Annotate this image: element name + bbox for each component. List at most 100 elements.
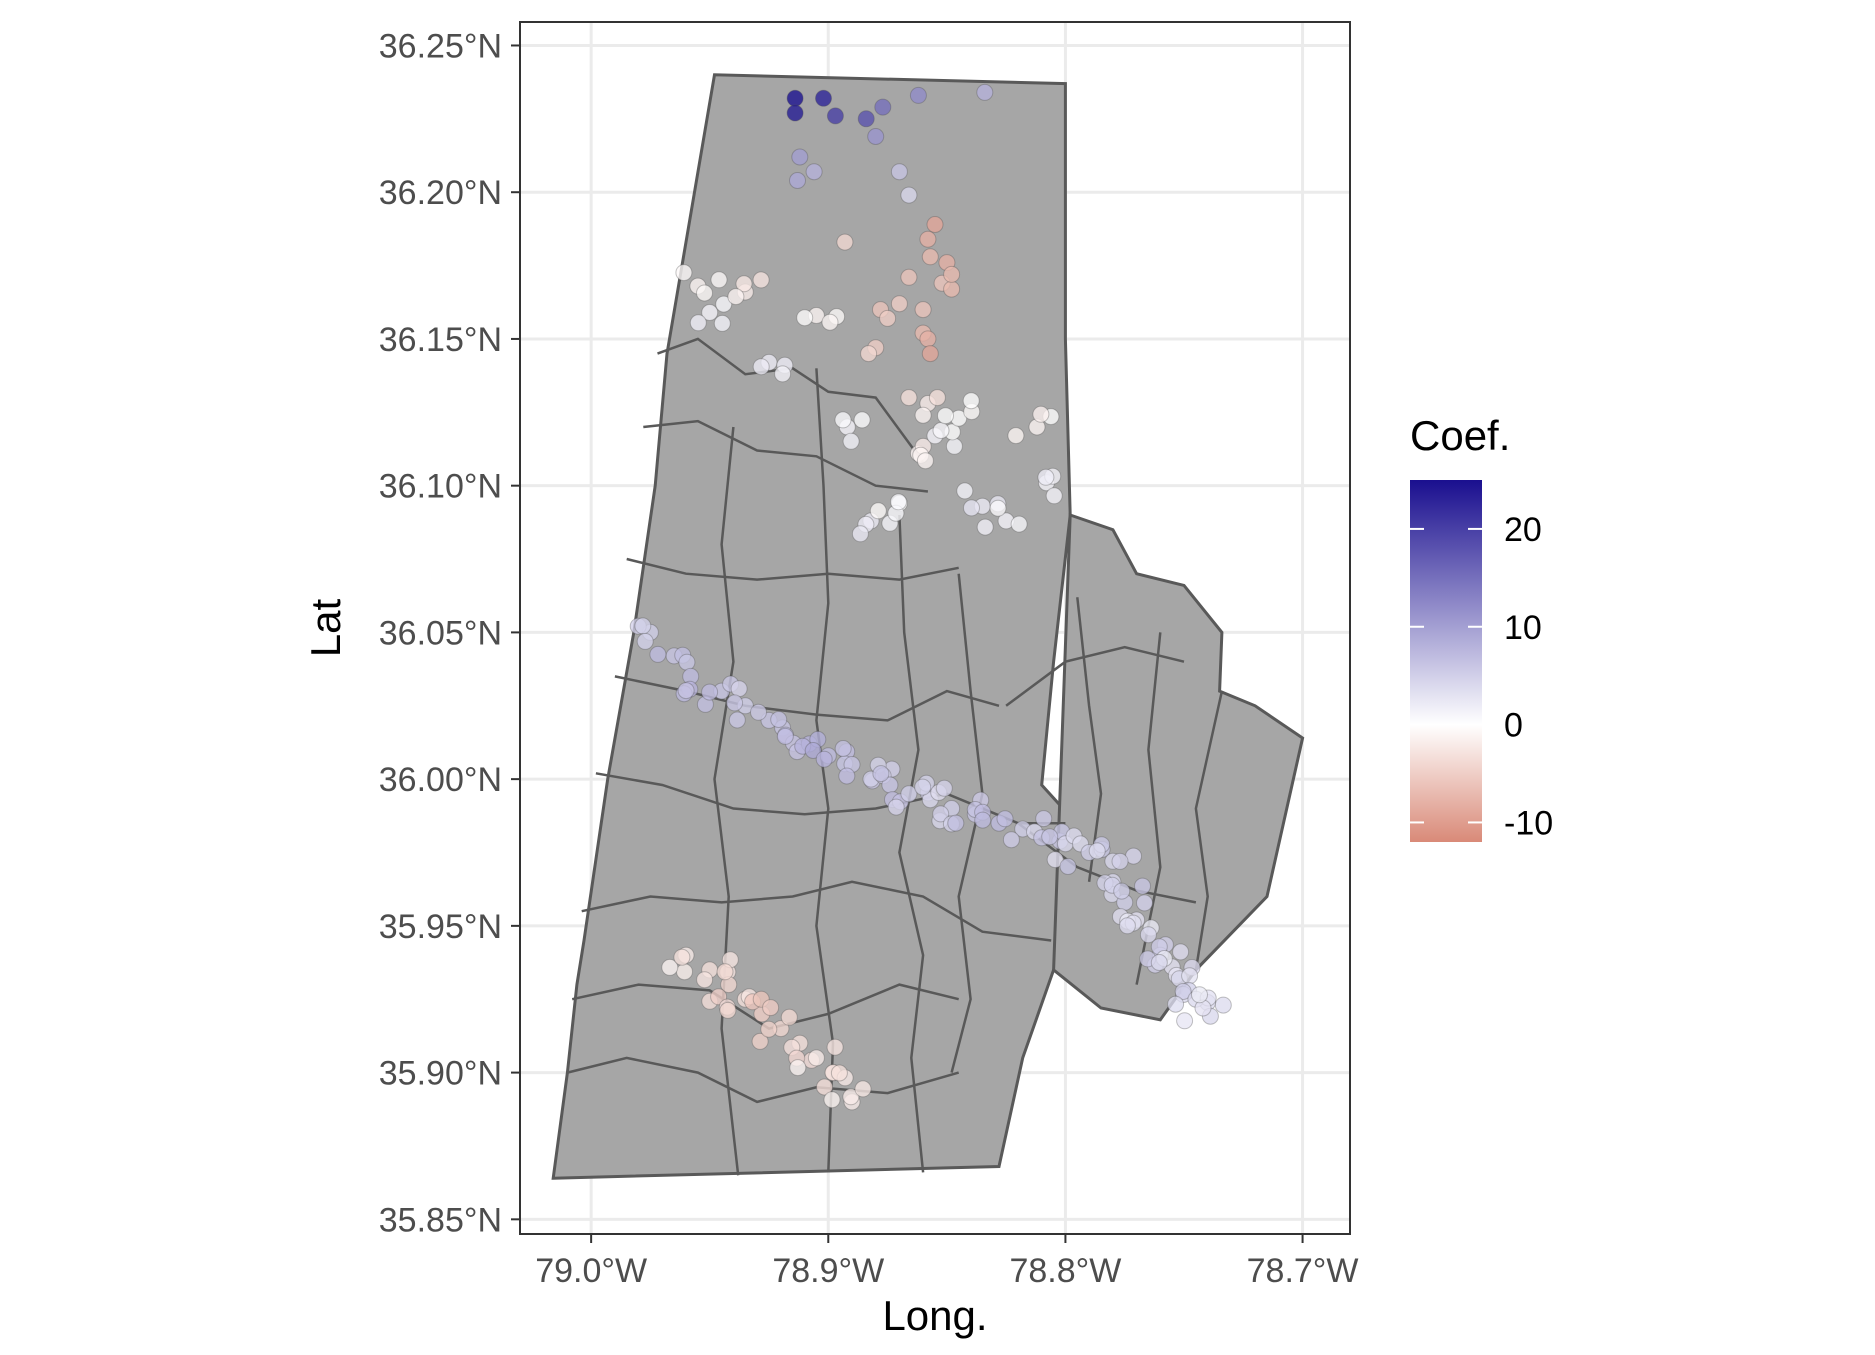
data-point — [776, 727, 794, 745]
data-point — [1139, 926, 1157, 944]
data-point — [815, 750, 833, 768]
legend-break-label: 10 — [1504, 609, 1542, 647]
data-point — [854, 1080, 872, 1098]
data-point — [701, 683, 719, 701]
data-point — [921, 345, 939, 363]
data-point — [976, 83, 994, 101]
data-point — [789, 1059, 807, 1077]
tract-boundary — [898, 514, 925, 1173]
tract-boundary — [567, 1056, 960, 1104]
data-point — [932, 422, 950, 439]
coefficient-points — [629, 83, 1232, 1111]
data-point — [1181, 967, 1199, 985]
data-point — [887, 798, 905, 816]
data-point — [710, 271, 728, 289]
data-point — [696, 284, 713, 302]
data-point — [791, 148, 809, 166]
data-point — [796, 309, 814, 327]
data-point — [730, 680, 748, 698]
data-point — [962, 392, 980, 410]
data-point — [976, 518, 994, 536]
data-point — [821, 313, 839, 331]
data-point — [842, 432, 860, 450]
data-point — [1136, 894, 1153, 912]
data-point — [1045, 487, 1063, 505]
data-point — [715, 295, 733, 313]
tract-boundary — [581, 880, 1052, 942]
data-point — [676, 963, 693, 981]
data-point — [701, 304, 719, 321]
data-point — [673, 948, 691, 966]
data-point — [752, 358, 770, 376]
data-point — [1191, 986, 1208, 1004]
data-point — [869, 502, 887, 520]
data-point — [1010, 515, 1028, 533]
data-point — [932, 805, 950, 823]
data-point — [1046, 851, 1064, 869]
x-axis-title: Long. — [882, 1292, 987, 1339]
data-point — [914, 778, 932, 796]
data-point — [947, 814, 965, 832]
data-point — [786, 89, 804, 107]
y-tick-label: 36.25°N — [379, 27, 502, 65]
data-point — [851, 525, 869, 543]
data-point — [872, 765, 890, 783]
legend-colorbar — [1410, 480, 1482, 842]
data-point — [713, 314, 731, 332]
data-point — [750, 703, 767, 721]
data-point — [751, 1032, 769, 1050]
y-tick-label: 35.90°N — [379, 1055, 502, 1093]
data-point — [816, 1078, 833, 1096]
data-point — [857, 110, 875, 128]
tract-boundary — [657, 337, 925, 463]
data-point — [1113, 882, 1131, 900]
data-point — [696, 971, 714, 989]
data-point — [830, 1064, 848, 1082]
data-point — [1002, 831, 1020, 849]
data-point — [1167, 995, 1185, 1013]
data-point — [890, 163, 908, 181]
data-point — [1214, 996, 1232, 1014]
tract-boundary — [1005, 645, 1185, 707]
data-point — [678, 653, 696, 671]
data-point — [838, 767, 856, 785]
legend-title: Coef. — [1410, 412, 1510, 459]
data-point — [943, 265, 961, 283]
data-point — [786, 104, 804, 122]
y-tick-label: 36.10°N — [379, 468, 502, 506]
legend-breaks: 20 10 0 -10 — [1410, 511, 1553, 842]
data-point — [1059, 858, 1077, 875]
y-axis-title: Lat — [302, 598, 349, 657]
data-point — [1041, 828, 1059, 846]
data-point — [919, 230, 937, 248]
data-point — [914, 301, 932, 319]
data-point — [909, 86, 927, 104]
data-point — [807, 1049, 825, 1067]
data-point — [1007, 427, 1025, 445]
data-point — [935, 779, 953, 797]
data-point — [996, 810, 1014, 828]
data-point — [914, 406, 932, 424]
data-point — [842, 1088, 860, 1106]
y-tick-label: 35.85°N — [379, 1201, 502, 1239]
data-point — [805, 163, 823, 181]
data-point — [762, 999, 780, 1017]
data-point — [1134, 877, 1151, 895]
data-point — [826, 1038, 844, 1056]
data-point — [661, 958, 679, 976]
x-tick-label: 78.9°W — [772, 1252, 884, 1290]
data-point — [974, 811, 992, 829]
data-point — [834, 740, 852, 757]
data-point — [874, 98, 892, 116]
data-point — [879, 309, 897, 327]
tract-boundary — [1194, 690, 1224, 971]
data-point — [916, 452, 934, 470]
tract-boundary — [626, 557, 959, 581]
data-point — [890, 493, 907, 511]
data-point — [963, 499, 980, 517]
data-point — [943, 280, 961, 298]
data-point — [728, 711, 746, 729]
tract-boundary — [643, 419, 929, 493]
data-point — [804, 742, 822, 759]
